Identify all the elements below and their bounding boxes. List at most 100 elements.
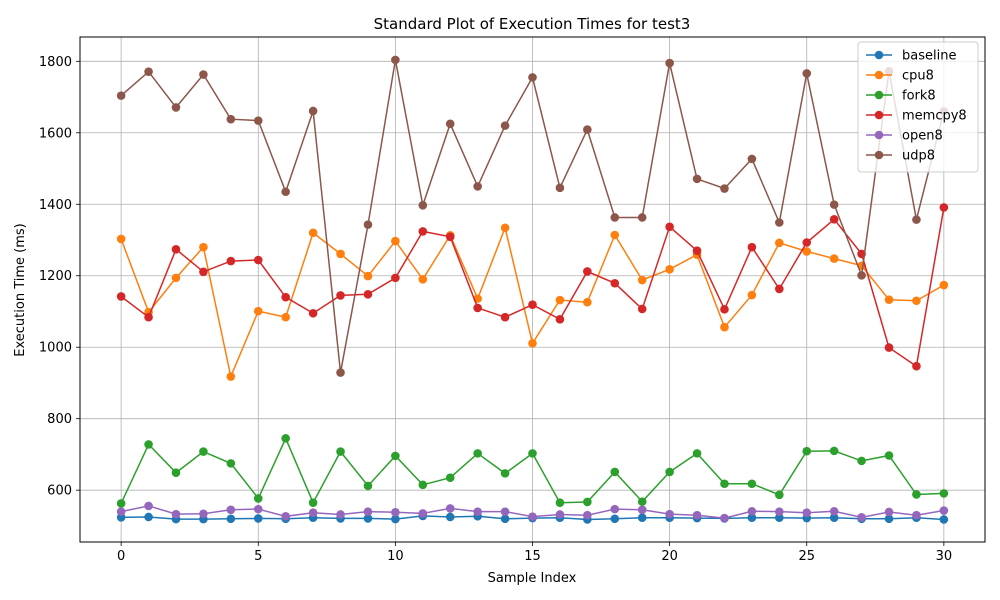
- data-point-memcpy8: [445, 232, 455, 242]
- y-tick-label: 800: [47, 412, 72, 427]
- data-point-cpu8: [829, 254, 839, 263]
- data-point-fork8: [912, 490, 921, 499]
- y-tick-label: 1200: [39, 269, 72, 284]
- data-point-udp8: [528, 73, 537, 82]
- legend-marker-baseline: [874, 50, 884, 60]
- data-point-baseline: [253, 514, 263, 523]
- data-point-memcpy8: [116, 292, 126, 301]
- x-tick-label: 5: [254, 549, 262, 564]
- data-point-open8: [829, 506, 839, 516]
- data-point-baseline: [445, 512, 455, 522]
- data-point-udp8: [253, 116, 263, 125]
- data-point-udp8: [500, 121, 510, 130]
- data-point-cpu8: [555, 295, 565, 305]
- data-point-cpu8: [939, 280, 949, 290]
- data-point-memcpy8: [281, 292, 290, 302]
- data-point-cpu8: [583, 297, 592, 307]
- data-point-baseline: [144, 512, 153, 522]
- data-point-memcpy8: [939, 203, 949, 212]
- data-point-fork8: [610, 467, 620, 477]
- data-point-memcpy8: [747, 242, 757, 252]
- data-point-fork8: [775, 490, 784, 500]
- x-axis-label: Sample Index: [488, 571, 577, 586]
- data-point-fork8: [281, 434, 290, 443]
- data-point-cpu8: [418, 275, 428, 284]
- data-point-open8: [528, 512, 537, 521]
- data-point-baseline: [884, 514, 894, 524]
- data-point-open8: [500, 507, 510, 516]
- data-point-cpu8: [308, 228, 318, 238]
- data-point-udp8: [555, 183, 565, 193]
- data-point-memcpy8: [829, 214, 839, 224]
- data-point-cpu8: [665, 265, 674, 274]
- data-point-fork8: [391, 451, 400, 461]
- data-point-memcpy8: [226, 256, 236, 266]
- data-point-fork8: [857, 456, 866, 466]
- data-point-baseline: [610, 514, 620, 524]
- data-point-udp8: [199, 70, 208, 79]
- x-tick-label: 20: [661, 549, 678, 564]
- legend-marker-udp8: [874, 150, 884, 160]
- data-point-memcpy8: [720, 305, 729, 314]
- data-point-baseline: [747, 513, 757, 522]
- data-point-open8: [171, 509, 181, 519]
- data-point-cpu8: [720, 322, 729, 332]
- data-point-cpu8: [226, 372, 236, 381]
- data-point-fork8: [171, 468, 181, 477]
- data-point-fork8: [747, 479, 757, 489]
- data-point-memcpy8: [363, 290, 373, 299]
- y-tick-label: 1400: [39, 198, 72, 213]
- data-point-udp8: [720, 184, 729, 193]
- x-tick-label: 25: [798, 549, 815, 564]
- data-point-open8: [445, 504, 455, 513]
- data-point-cpu8: [116, 234, 126, 244]
- data-point-cpu8: [171, 273, 181, 283]
- data-point-udp8: [747, 154, 757, 164]
- data-point-baseline: [775, 513, 784, 522]
- data-point-cpu8: [884, 295, 894, 304]
- data-point-cpu8: [528, 338, 537, 348]
- data-point-udp8: [116, 91, 126, 100]
- data-point-open8: [692, 510, 702, 520]
- data-point-fork8: [555, 498, 565, 507]
- data-point-open8: [802, 508, 812, 517]
- data-point-memcpy8: [884, 343, 894, 352]
- data-point-baseline: [363, 514, 373, 523]
- legend-label-open8: open8: [902, 129, 943, 144]
- data-point-cpu8: [637, 275, 647, 285]
- data-point-udp8: [692, 174, 702, 184]
- data-point-cpu8: [199, 242, 208, 252]
- data-point-open8: [336, 510, 345, 519]
- data-point-open8: [775, 507, 784, 516]
- data-point-memcpy8: [171, 244, 181, 254]
- data-point-udp8: [226, 114, 236, 124]
- data-point-udp8: [775, 218, 784, 227]
- data-point-memcpy8: [253, 255, 263, 265]
- data-point-udp8: [144, 67, 153, 76]
- data-point-open8: [281, 511, 290, 521]
- data-point-memcpy8: [610, 278, 620, 288]
- data-point-memcpy8: [144, 312, 153, 322]
- data-point-memcpy8: [308, 308, 318, 318]
- series-udp8: [116, 55, 949, 377]
- data-point-baseline: [391, 514, 400, 524]
- data-point-fork8: [500, 469, 510, 478]
- data-point-open8: [747, 506, 757, 516]
- data-point-memcpy8: [665, 222, 674, 232]
- y-tick-label: 600: [47, 484, 72, 499]
- data-point-udp8: [912, 215, 921, 224]
- data-point-open8: [473, 507, 482, 516]
- legend: baseline cpu8 fork8 memcpy8 open8 udp8: [857, 41, 979, 173]
- data-point-open8: [144, 501, 153, 511]
- data-point-open8: [939, 506, 949, 515]
- legend-marker-fork8: [874, 90, 884, 100]
- data-point-open8: [720, 513, 729, 523]
- y-axis-label: Execution Time (ms): [13, 223, 28, 356]
- data-point-memcpy8: [500, 312, 510, 322]
- data-point-udp8: [171, 103, 181, 112]
- data-point-fork8: [308, 498, 318, 507]
- legend-marker-memcpy8: [874, 110, 884, 120]
- data-point-fork8: [199, 447, 208, 456]
- data-point-cpu8: [253, 306, 263, 316]
